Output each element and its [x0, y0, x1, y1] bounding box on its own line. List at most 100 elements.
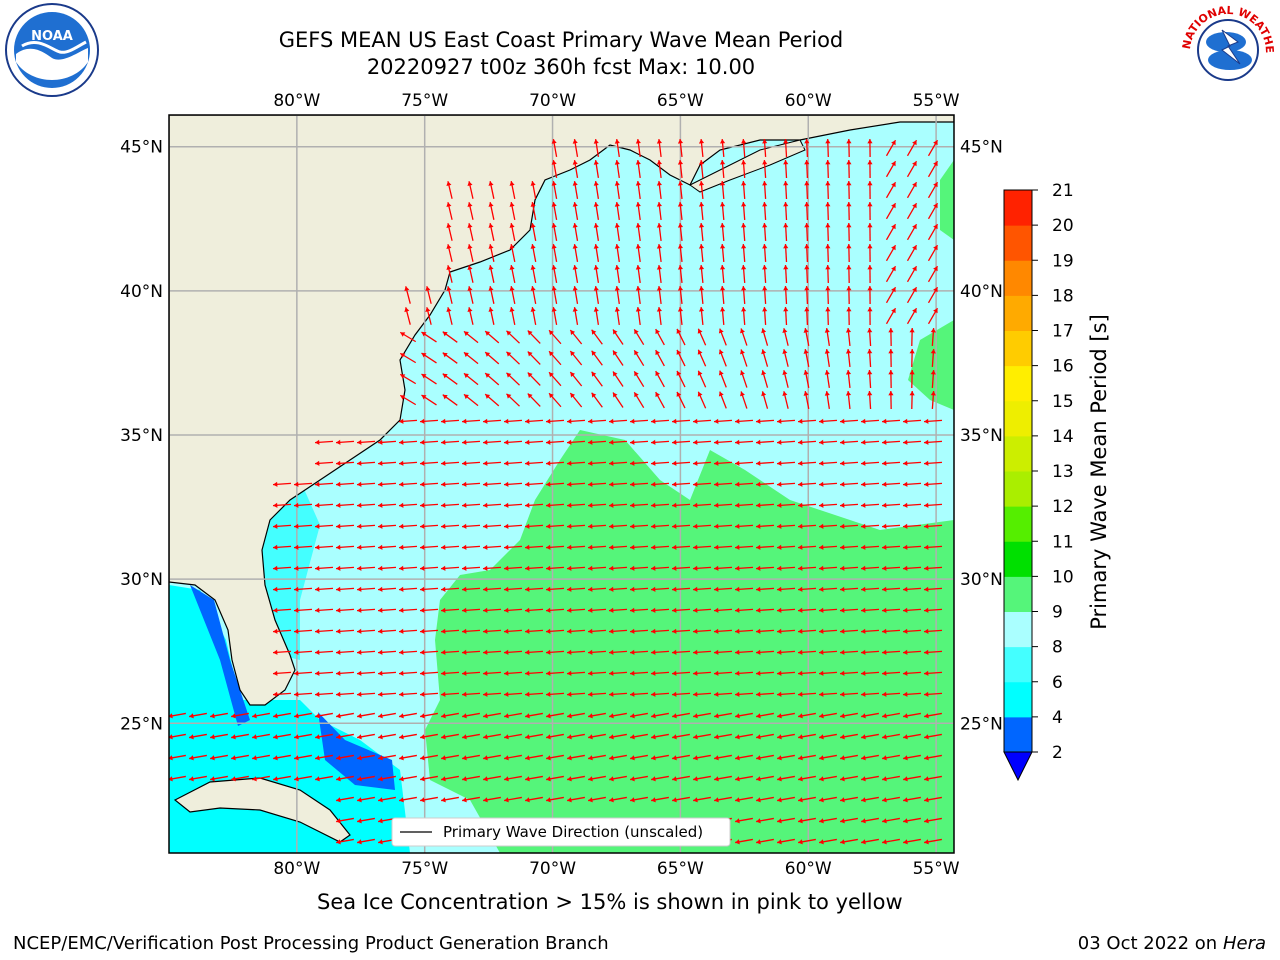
wave-arrow-head	[378, 839, 383, 845]
wave-arrow-head	[483, 481, 488, 487]
wave-arrow-head	[400, 332, 406, 337]
wave-arrow-head	[840, 649, 845, 655]
wave-arrow-head	[378, 713, 383, 719]
wave-arrow-head	[504, 460, 509, 466]
map-frame	[168, 114, 955, 854]
wave-arrow-head	[882, 839, 887, 845]
wave-arrow-head	[777, 502, 782, 508]
wave-arrow-head	[891, 245, 896, 251]
wave-arrow-head	[840, 544, 845, 550]
wave-arrow-head	[867, 139, 873, 144]
wave-arrow-head	[735, 755, 740, 761]
wave-arrow-head	[782, 391, 788, 397]
wave-arrow-head	[819, 481, 824, 487]
wave-arrow-head	[441, 628, 446, 634]
wave-arrow-head	[483, 565, 488, 571]
wave-arrow-head	[803, 370, 809, 375]
wave-arrow-head	[804, 202, 810, 207]
wave-arrow-head	[635, 244, 641, 249]
wave-arrow-head	[819, 839, 824, 845]
wave-arrow-head	[867, 244, 873, 249]
wave-arrow-head	[504, 755, 509, 761]
wave-arrow-head	[593, 160, 599, 165]
wave-arrow-head	[698, 139, 705, 144]
wave-arrow-head	[693, 565, 698, 571]
wave-arrow-head	[630, 523, 635, 529]
wave-arrow-head	[825, 307, 831, 312]
wave-arrow-head	[378, 523, 383, 529]
wave-arrow-head	[509, 181, 515, 186]
colorbar-segment	[1004, 646, 1032, 683]
wave-arrow-head	[551, 265, 557, 270]
wave-arrow-head	[336, 502, 341, 508]
wave-arrow-head	[525, 797, 530, 803]
wave-arrow-head	[588, 523, 593, 529]
wave-arrow-head	[357, 776, 362, 782]
wave-arrow-head	[609, 649, 614, 655]
wave-arrow-head	[891, 287, 896, 293]
wave-arrow-head	[741, 265, 747, 270]
wave-arrow-head	[315, 691, 320, 697]
wave-arrow-head	[399, 670, 404, 676]
wave-arrow-head	[546, 776, 551, 782]
wave-arrow-head	[294, 776, 299, 782]
wave-arrow-head	[762, 139, 768, 144]
wave-arrow-head	[483, 628, 488, 634]
wave-arrow-head	[488, 286, 494, 291]
wave-arrow-head	[912, 182, 917, 188]
wave-arrow-head	[693, 649, 698, 655]
wave-arrow-head	[336, 755, 341, 761]
wave-arrow-head	[525, 607, 530, 613]
wave-arrow-head	[714, 797, 719, 803]
wave-arrow-head	[441, 502, 446, 508]
wave-arrow-head	[546, 523, 551, 529]
wave-arrow-head	[756, 649, 761, 655]
wave-arrow-head	[804, 286, 810, 291]
wave-arrow-head	[525, 713, 530, 719]
wave-arrow-head	[819, 439, 824, 445]
wave-arrow-head	[798, 607, 803, 613]
wave-arrow-head	[567, 607, 572, 613]
wave-arrow-head	[882, 418, 887, 424]
wave-arrow-head	[756, 607, 761, 613]
wave-arrow-head	[861, 628, 866, 634]
wave-arrow-head	[656, 307, 662, 312]
wave-arrow-head	[315, 607, 320, 613]
wave-arrow-head	[612, 371, 618, 377]
wave-arrow-head	[210, 755, 215, 761]
wave-arrow-head	[399, 797, 404, 803]
wave-arrow-head	[467, 223, 473, 228]
wave-arrow-head	[762, 202, 768, 207]
wave-arrow-head	[740, 370, 745, 376]
map-subtitle: 20220927 t00z 360h fcst Max: 10.00	[366, 55, 756, 79]
wave-arrow-head	[252, 776, 257, 782]
wave-arrow-head	[888, 391, 894, 396]
wave-arrow-head	[400, 353, 406, 358]
wave-arrow-head	[798, 418, 803, 424]
wave-arrow-head	[420, 565, 425, 571]
wave-arrow-head	[798, 776, 803, 782]
wave-arrow-head	[546, 565, 551, 571]
wave-arrow-head	[698, 181, 705, 186]
wave-arrow-head	[867, 370, 873, 375]
wave-arrow-head	[252, 713, 257, 719]
wave-arrow-head	[525, 523, 530, 529]
wave-arrow-head	[819, 818, 824, 824]
wave-arrow-head	[840, 439, 845, 445]
wave-arrow-head	[651, 523, 656, 529]
wave-arrow-head	[783, 202, 789, 207]
wave-arrow-head	[441, 691, 446, 697]
wave-arrow-head	[630, 418, 635, 424]
wave-arrow-head	[867, 223, 873, 228]
wave-arrow-head	[933, 266, 938, 272]
wave-arrow-head	[336, 839, 341, 845]
wave-arrow-head	[421, 353, 427, 358]
wave-arrow-head	[714, 439, 719, 445]
wave-arrow-head	[421, 395, 427, 400]
wave-arrow-head	[720, 160, 726, 165]
wave-arrow-head	[546, 607, 551, 613]
wave-arrow-head	[882, 734, 887, 740]
wave-arrow-head	[867, 202, 873, 207]
bahamas-bank-region	[318, 712, 395, 790]
credit-text: NCEP/EMC/Verification Post Processing Pr…	[13, 933, 609, 954]
